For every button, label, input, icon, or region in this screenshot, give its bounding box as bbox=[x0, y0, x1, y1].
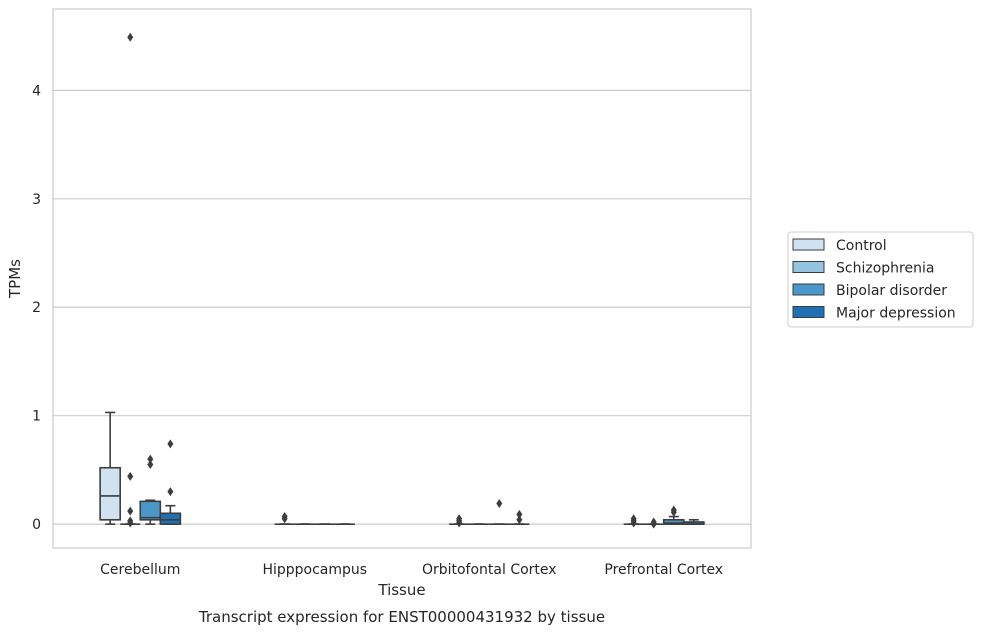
box-bipolar-disorder bbox=[662, 505, 685, 525]
y-tick-label: 1 bbox=[32, 409, 41, 425]
x-tick-labels: Cerebellum Hipppocampus Orbitofontal Corte… bbox=[100, 562, 723, 578]
x-tick-label: Cerebellum bbox=[100, 562, 180, 578]
outlier-point bbox=[496, 499, 503, 509]
plot-area-frame bbox=[52, 8, 752, 549]
legend-swatch bbox=[792, 283, 825, 296]
box-control bbox=[449, 514, 470, 528]
outlier-point bbox=[167, 487, 174, 497]
legend-frame bbox=[787, 231, 974, 328]
box-control bbox=[99, 411, 121, 525]
y-tick-label: 0 bbox=[32, 517, 41, 533]
box-layer bbox=[99, 32, 705, 529]
outlier-point bbox=[456, 514, 463, 524]
x-tick-label: Orbitofontal Cortex bbox=[422, 562, 557, 578]
box-iqr bbox=[99, 466, 121, 521]
outlier-point bbox=[281, 512, 288, 522]
box-iqr bbox=[159, 512, 182, 525]
x-tick-label: Hipppocampus bbox=[262, 562, 367, 578]
outlier-point bbox=[650, 517, 657, 527]
gridlines bbox=[53, 89, 751, 525]
legend-swatch bbox=[792, 306, 825, 318]
legend-label: Schizophrenia bbox=[836, 261, 934, 277]
outlier-point bbox=[127, 516, 134, 526]
outlier-point bbox=[127, 506, 134, 516]
outlier-point bbox=[127, 471, 134, 481]
box-major-depression bbox=[159, 439, 182, 525]
legend-label: Control bbox=[836, 238, 887, 254]
legend: Control Schizophrenia Bipolar disorder Majo… bbox=[787, 231, 974, 328]
box-bipolar-disorder bbox=[489, 499, 510, 525]
y-tick-label: 2 bbox=[32, 300, 41, 316]
x-axis-label: Tissue bbox=[377, 581, 425, 599]
chart-caption: Transcript expression for ENST0000043193… bbox=[198, 608, 605, 626]
box-schizophrenia bbox=[120, 32, 141, 528]
outlier-point bbox=[147, 454, 154, 464]
legend-swatch bbox=[792, 238, 825, 251]
box-major-depression bbox=[683, 519, 705, 525]
box-control bbox=[623, 514, 644, 528]
y-tick-label: 3 bbox=[32, 192, 41, 208]
legend-swatch bbox=[792, 261, 825, 273]
legend-label: Bipolar disorder bbox=[836, 283, 947, 299]
outlier-point bbox=[127, 32, 134, 42]
outlier-point bbox=[630, 514, 637, 524]
outlier-point bbox=[516, 515, 523, 525]
legend-label: Major depression bbox=[836, 306, 956, 322]
outlier-point bbox=[167, 439, 174, 449]
box-iqr bbox=[139, 500, 162, 521]
box-control bbox=[274, 512, 295, 525]
outlier-point bbox=[147, 459, 154, 469]
outlier-point bbox=[516, 509, 523, 519]
y-tick-label: 4 bbox=[32, 83, 41, 99]
outlier-point bbox=[670, 505, 677, 515]
x-tick-label: Prefrontal Cortex bbox=[604, 562, 723, 578]
box-major-depression bbox=[509, 509, 530, 525]
box-bipolar-disorder bbox=[139, 454, 162, 525]
box-schizophrenia bbox=[643, 517, 664, 529]
y-axis-label: TPMs bbox=[6, 259, 24, 299]
y-tick-labels: 0 1 2 3 4 bbox=[32, 83, 41, 533]
